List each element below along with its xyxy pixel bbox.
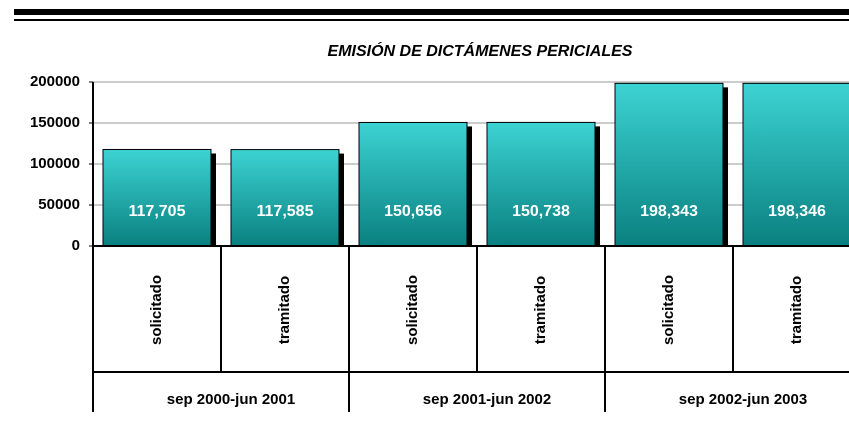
value-label: 150,656 (384, 203, 442, 220)
bar (614, 82, 724, 247)
x-tick-label: tramitado (788, 276, 805, 344)
x-tick-label: solicitado (148, 275, 165, 345)
bar (102, 148, 212, 247)
bar (742, 82, 849, 247)
group-label: sep 2002-jun 2003 (679, 391, 807, 408)
bar (358, 121, 468, 247)
group-label: sep 2000-jun 2001 (167, 391, 295, 408)
value-label: 198,343 (640, 203, 698, 220)
value-label: 150,738 (512, 203, 570, 220)
top-rule (14, 19, 849, 21)
x-tick-label: tramitado (532, 276, 549, 344)
x-tick-label: solicitado (404, 275, 421, 345)
y-tick-label: 50000 (38, 196, 80, 213)
value-label: 198,346 (768, 203, 826, 220)
group-label: sep 2001-jun 2002 (423, 391, 551, 408)
x-tick-label: tramitado (276, 276, 293, 344)
y-tick-label: 100000 (30, 155, 80, 172)
top-rule (14, 9, 849, 15)
bar (230, 149, 340, 247)
y-tick-label: 0 (72, 237, 80, 254)
value-label: 117,585 (257, 203, 314, 220)
value-label: 117,705 (129, 203, 186, 220)
y-tick-label: 150000 (30, 114, 80, 131)
y-tick-label: 200000 (30, 73, 80, 90)
x-tick-label: solicitado (660, 275, 677, 345)
bar (486, 121, 596, 247)
chart-title: EMISIÓN DE DICTÁMENES PERICIALES (328, 41, 633, 60)
